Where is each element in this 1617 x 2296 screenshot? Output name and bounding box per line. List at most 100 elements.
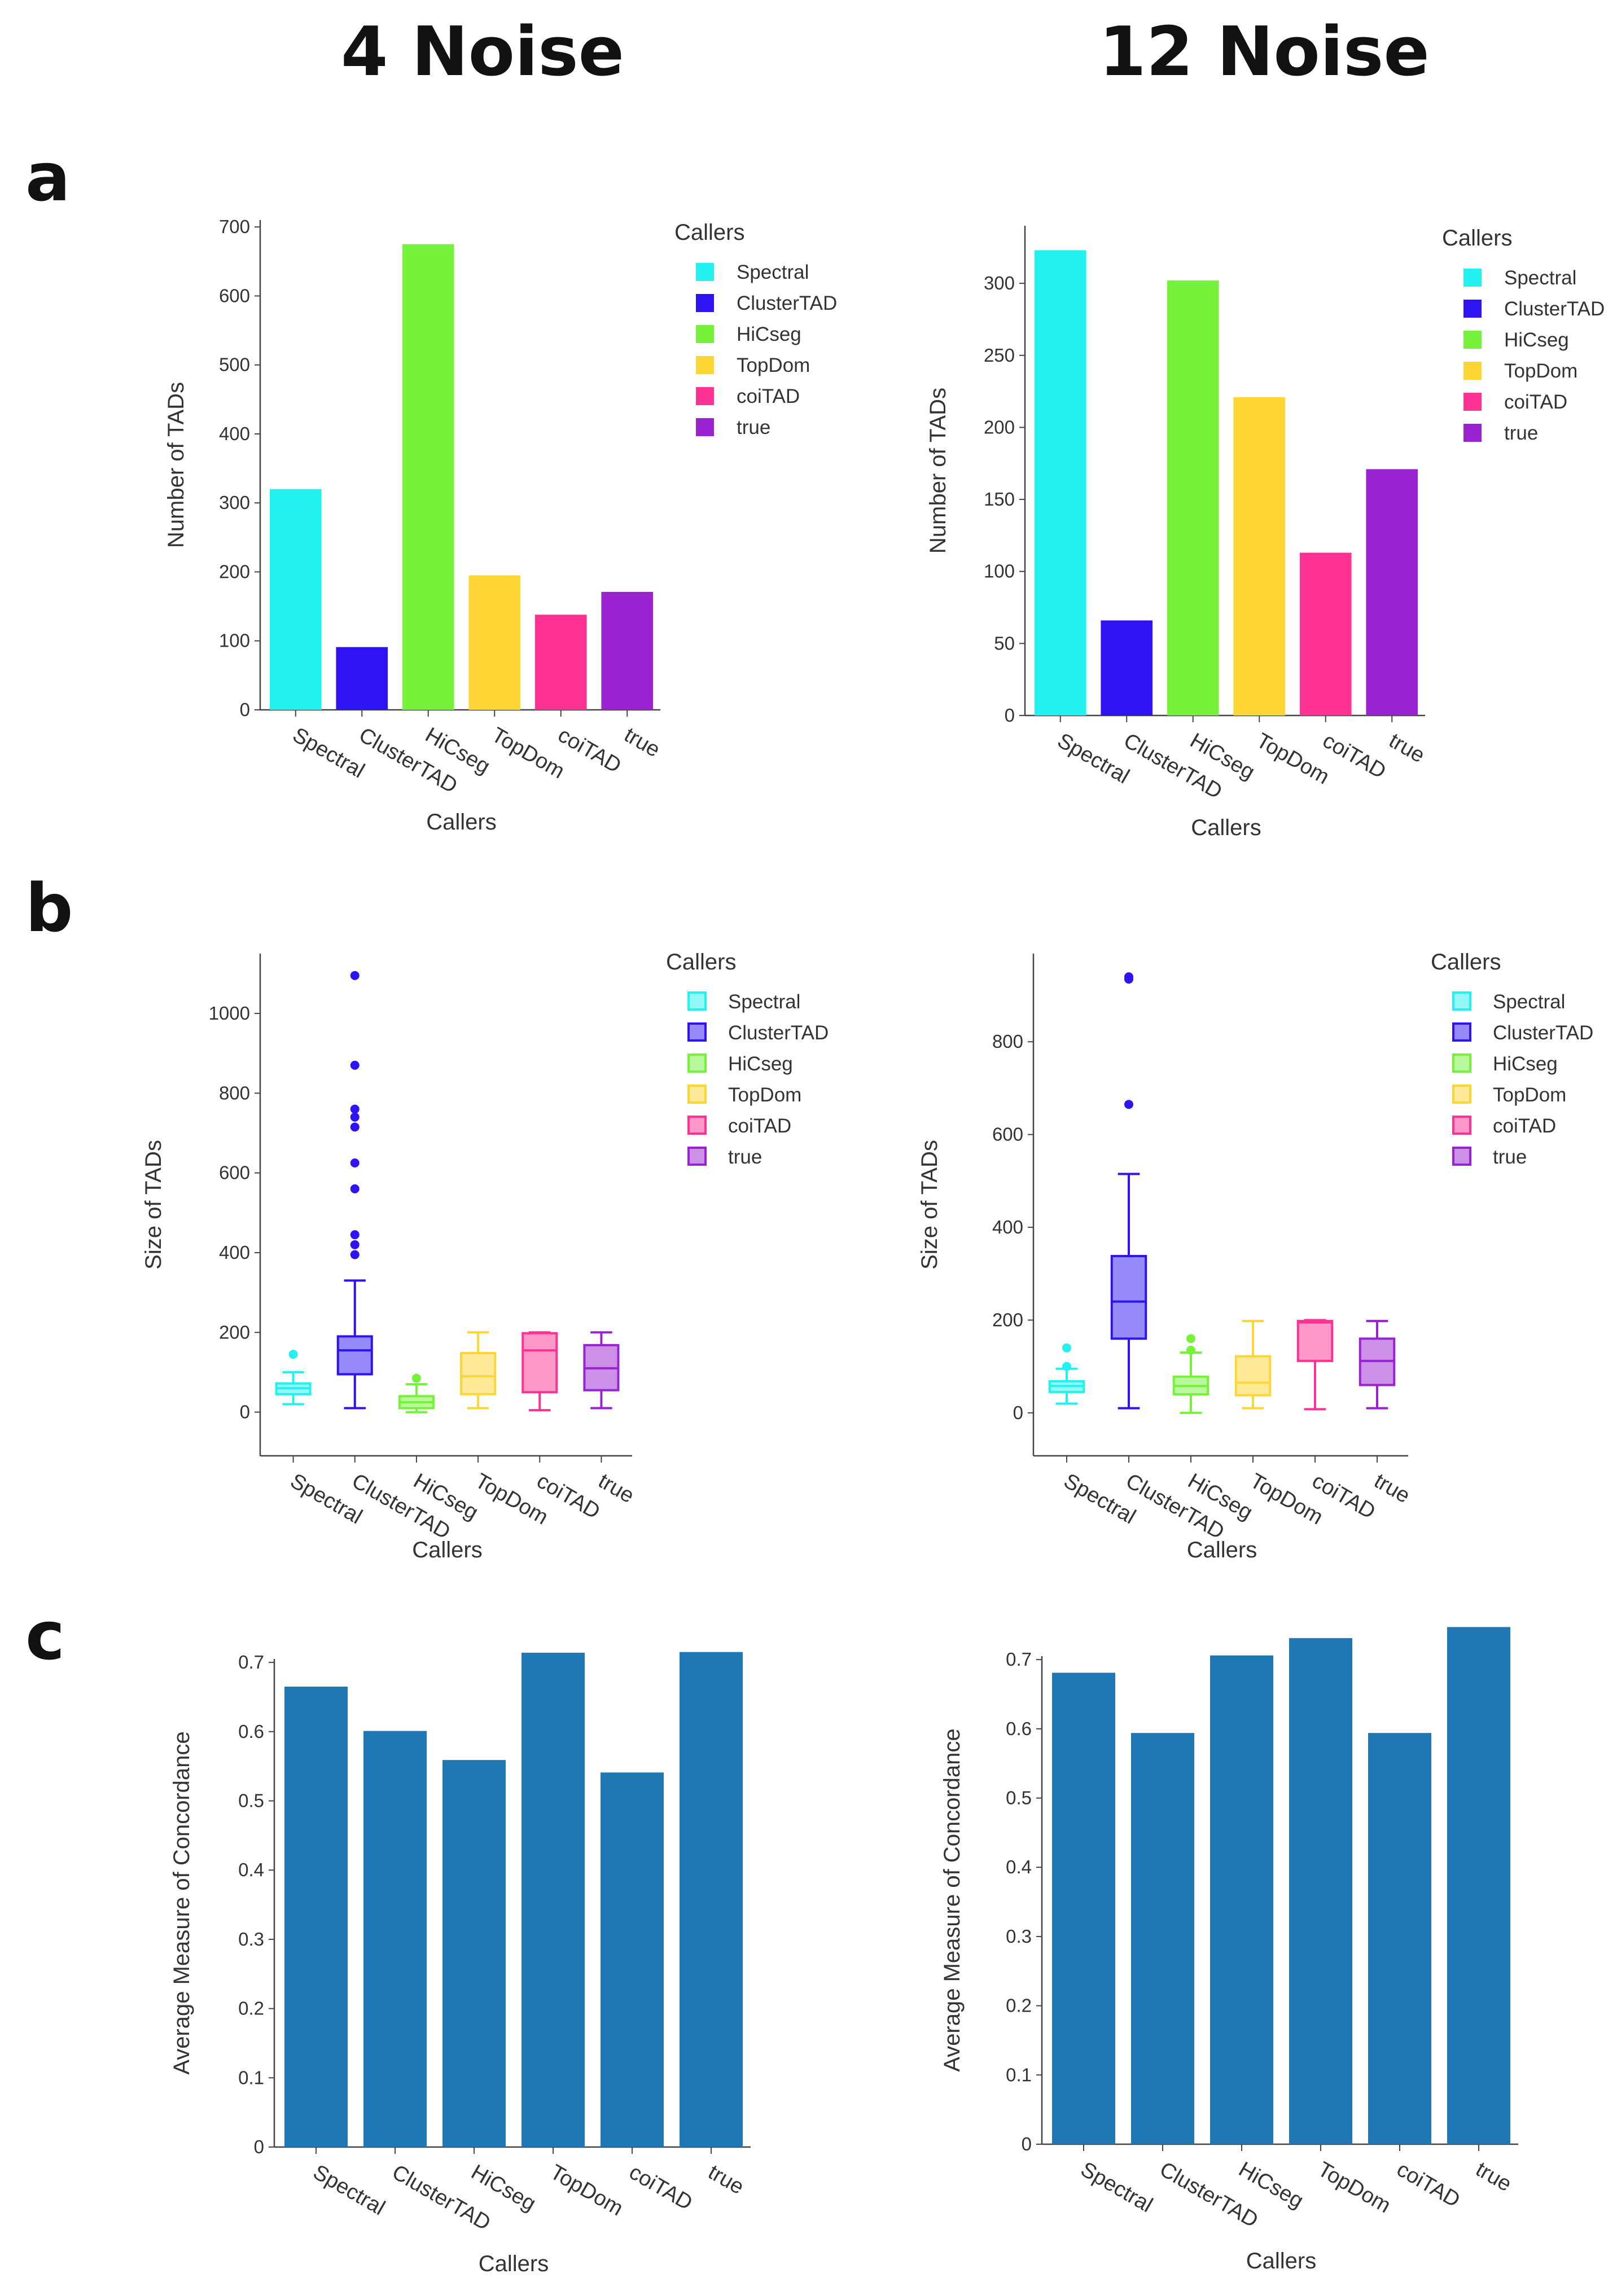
x-tick-label-spectral: Spectral [288, 723, 369, 783]
y-tick-label: 200 [984, 416, 1015, 437]
x-tick-label-true: true [1385, 728, 1429, 767]
column-title-4-noise: 4 Noise [341, 13, 624, 91]
y-tick-label: 200 [219, 1322, 250, 1342]
bar-hicseg [402, 244, 454, 710]
legend-label-topdom: TopDom [737, 354, 810, 376]
x-tick-label-true: true [704, 2160, 748, 2199]
y-tick-label: 0.6 [1006, 1718, 1032, 1739]
legend-label-true: true [1493, 1146, 1527, 1168]
x-axis-title: Callers [412, 1538, 482, 1562]
legend-swatch-hicseg [696, 325, 714, 343]
box-outlier-clustertad [350, 1250, 360, 1259]
legend-label-hicseg: HiCseg [728, 1053, 793, 1075]
legend-label-true: true [737, 416, 770, 438]
bar-topdom [1289, 1638, 1352, 2144]
bar-hicseg [1210, 1655, 1273, 2144]
legend-swatch-coitad [1452, 1116, 1471, 1135]
y-axis-title: Size of TADs [141, 1140, 166, 1270]
legend-swatch-topdom [687, 1085, 707, 1104]
box-clustertad [336, 1335, 373, 1376]
y-tick-label: 600 [992, 1124, 1023, 1145]
box-topdom [460, 1352, 497, 1395]
y-tick-label: 0.7 [1006, 1649, 1032, 1670]
legend-title: Callers [674, 220, 744, 245]
x-axis-title: Callers [479, 2251, 549, 2276]
legend-label-hicseg: HiCseg [1493, 1053, 1558, 1075]
box-topdom [1234, 1355, 1272, 1397]
legend-swatch-coitad [687, 1116, 707, 1135]
bar-topdom [468, 575, 521, 710]
y-tick-label: 0.3 [1006, 1926, 1032, 1947]
box-outlier-clustertad [350, 1112, 360, 1122]
box-outlier-clustertad [350, 1060, 360, 1070]
y-tick-label: 0.2 [1006, 1995, 1032, 2016]
bar-clustertad [336, 647, 388, 710]
y-tick-label: 0.4 [1006, 1856, 1032, 1877]
box-outlier-clustertad [350, 1184, 360, 1193]
box-outlier-spectral [1062, 1362, 1071, 1371]
y-tick-label: 150 [984, 489, 1015, 510]
y-tick-label: 0.5 [1006, 1788, 1032, 1808]
x-tick-label-coitad: coiTAD [625, 2160, 696, 2215]
legend-swatch-true [1463, 424, 1482, 442]
y-tick-label: 0.4 [238, 1859, 264, 1880]
y-tick-label: 100 [984, 561, 1015, 582]
x-tick-label-true: true [620, 723, 664, 762]
y-tick-label: 1000 [209, 1003, 250, 1024]
legend-label-coitad: coiTAD [1493, 1115, 1556, 1137]
y-tick-label: 200 [219, 561, 250, 582]
legend-label-spectral: Spectral [737, 261, 809, 283]
legend-label-clustertad: ClusterTAD [1493, 1022, 1593, 1044]
x-tick-label-true: true [1472, 2157, 1516, 2196]
bar-coitad [1368, 1733, 1431, 2144]
panel-label-c: c [25, 1597, 65, 1675]
x-tick-label-topdom: TopDom [1314, 2157, 1395, 2218]
y-tick-label: 0 [254, 2136, 264, 2157]
bar-clustertad [1101, 620, 1153, 715]
legend-swatch-hicseg [687, 1053, 707, 1073]
y-tick-label: 0 [240, 1402, 250, 1423]
legend-title: Callers [1442, 226, 1512, 251]
legend-label-spectral: Spectral [728, 991, 800, 1013]
y-tick-label: 0 [1022, 2133, 1032, 2154]
legend-swatch-coitad [1463, 393, 1482, 411]
x-tick-label-coitad: coiTAD [1393, 2157, 1464, 2212]
y-tick-label: 0 [1005, 705, 1015, 726]
y-tick-label: 600 [219, 285, 250, 306]
legend-swatch-clustertad [1463, 300, 1482, 318]
bar-hicseg [1167, 280, 1219, 715]
box-outlier-clustertad [1124, 972, 1133, 982]
box-outlier-clustertad [350, 1230, 360, 1240]
legend-label-topdom: TopDom [728, 1084, 801, 1106]
y-tick-label: 400 [219, 423, 250, 444]
bar-clustertad [363, 1731, 427, 2147]
box-clustertad [1110, 1255, 1147, 1340]
legend-label-coitad: coiTAD [737, 385, 800, 407]
y-tick-label: 0.6 [238, 1721, 264, 1742]
bar-topdom [522, 1652, 585, 2147]
bar-coitad [1299, 552, 1352, 715]
y-tick-label: 50 [994, 633, 1015, 653]
y-axis-title: Number of TADs [164, 382, 189, 548]
legend-swatch-clustertad [696, 294, 714, 312]
bar-coitad [601, 1772, 664, 2147]
box-outlier-clustertad [350, 1158, 360, 1167]
legend-swatch-true [696, 418, 714, 436]
bar-hicseg [442, 1760, 506, 2147]
x-tick-label-spectral: Spectral [309, 2160, 389, 2220]
y-tick-label: 500 [219, 354, 250, 375]
legend-swatch-clustertad [1452, 1022, 1471, 1042]
box-outlier-clustertad [350, 1122, 360, 1132]
bar-true [1447, 1627, 1510, 2144]
box-coitad [522, 1332, 558, 1394]
x-axis-title: Callers [1191, 815, 1261, 840]
y-tick-label: 0 [240, 699, 250, 720]
x-tick-label-spectral: Spectral [1077, 2157, 1157, 2217]
legend-swatch-topdom [1452, 1085, 1471, 1104]
legend-label-coitad: coiTAD [728, 1115, 791, 1137]
y-tick-label: 250 [984, 345, 1015, 366]
bar-topdom [1233, 397, 1286, 715]
legend-label-true: true [728, 1146, 762, 1168]
box-outlier-clustertad [1124, 1100, 1133, 1109]
